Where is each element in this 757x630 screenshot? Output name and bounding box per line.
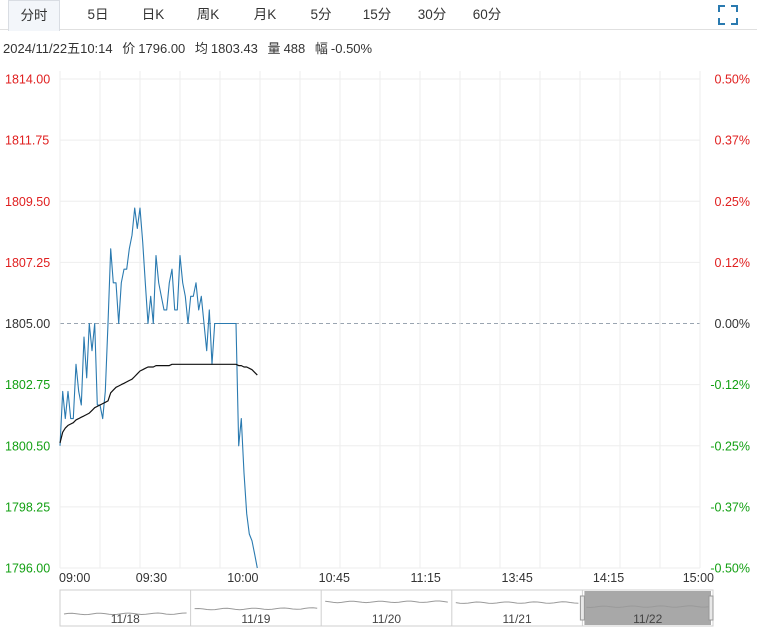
y-tick-right: -0.12% [710,378,750,392]
tab-3[interactable]: 周K [196,7,220,22]
avg-value: 1803.43 [210,41,258,56]
navigator-date: 11/21 [503,612,532,626]
navigator-selected [584,591,711,625]
y-tick-left: 1796.00 [5,562,50,576]
price-label: 价 [122,41,136,56]
volume-value: 488 [283,41,306,56]
tab-8[interactable]: 60分 [472,7,502,22]
y-tick-right: -0.50% [710,562,750,576]
x-tick-label: 15:00 [683,571,714,585]
period-tabs: 分时 5日 日K 周K 月K 5分 15分 30分 60分 [0,0,757,31]
navigator-date: 11/18 [111,612,140,626]
fullscreen-icon[interactable] [717,4,739,26]
y-tick-right: 0.25% [715,195,750,209]
tab-5[interactable]: 5分 [310,7,332,22]
navigator-handle-left [579,595,585,621]
y-tick-left: 1807.25 [5,256,50,270]
navigator-handle-right [708,595,714,621]
volume-label: 量 [267,41,281,56]
price-line [59,207,258,569]
y-tick-left: 1802.75 [5,378,50,392]
avg-label: 均 [194,41,208,56]
y-tick-right: 0.37% [715,134,750,148]
quote-datetime: 2024/11/22五10:14 [3,41,113,56]
y-tick-left: 1798.25 [5,500,50,514]
tab-2[interactable]: 日K [141,7,165,22]
tab-7[interactable]: 30分 [417,7,447,22]
y-tick-right: 0.50% [715,73,750,87]
x-tick-label: 13:45 [502,571,533,585]
intraday-chart-svg[interactable]: 1814.00 0.50% 1811.75 0.37% 1809.50 0.25% 1807… [0,58,757,630]
x-tick-label: 09:00 [59,571,90,585]
tab-6[interactable]: 15分 [362,7,392,22]
y-tick-left: 1814.00 [5,73,50,87]
navigator-line [194,607,318,611]
y-tick-left: 1809.50 [5,195,50,209]
quote-info-bar: 2024/11/22五10:14 价 1796.00 均 1803.43 量 488 … [3,38,378,57]
y-tick-left: 1811.75 [5,134,49,148]
y-tick-right: -0.37% [710,500,750,514]
x-tick-label: 10:00 [227,571,258,585]
navigator-line [325,600,448,604]
y-tick-right: -0.25% [710,439,750,453]
y-tick-left: 1800.50 [5,439,50,453]
navigator-line [63,612,187,616]
navigator-date: 11/19 [241,612,270,626]
y-tick-right: 0.12% [715,256,750,270]
amplitude-value: -0.50% [330,41,373,56]
x-tick-label: 14:15 [593,571,624,585]
price-value: 1796.00 [138,41,186,56]
avg-line [59,363,258,444]
tab-4[interactable]: 月K [253,7,277,22]
x-tick-label: 09:30 [136,571,167,585]
intraday-chart[interactable]: 1814.00 0.50% 1811.75 0.37% 1809.50 0.25% 1807… [0,58,757,630]
tab-0[interactable]: 分时 [8,0,60,31]
y-tick-left: 1805.00 [5,317,50,331]
navigator-date: 11/22 [633,612,662,626]
navigator-date: 11/20 [372,612,401,626]
tab-1[interactable]: 5日 [87,7,109,22]
x-tick-label: 11:15 [411,571,441,585]
y-tick-right: 0.00% [715,317,750,331]
amplitude-label: 幅 [314,41,328,56]
navigator-line [455,601,579,604]
navigator-line [586,605,710,609]
x-tick-label: 10:45 [319,571,350,585]
